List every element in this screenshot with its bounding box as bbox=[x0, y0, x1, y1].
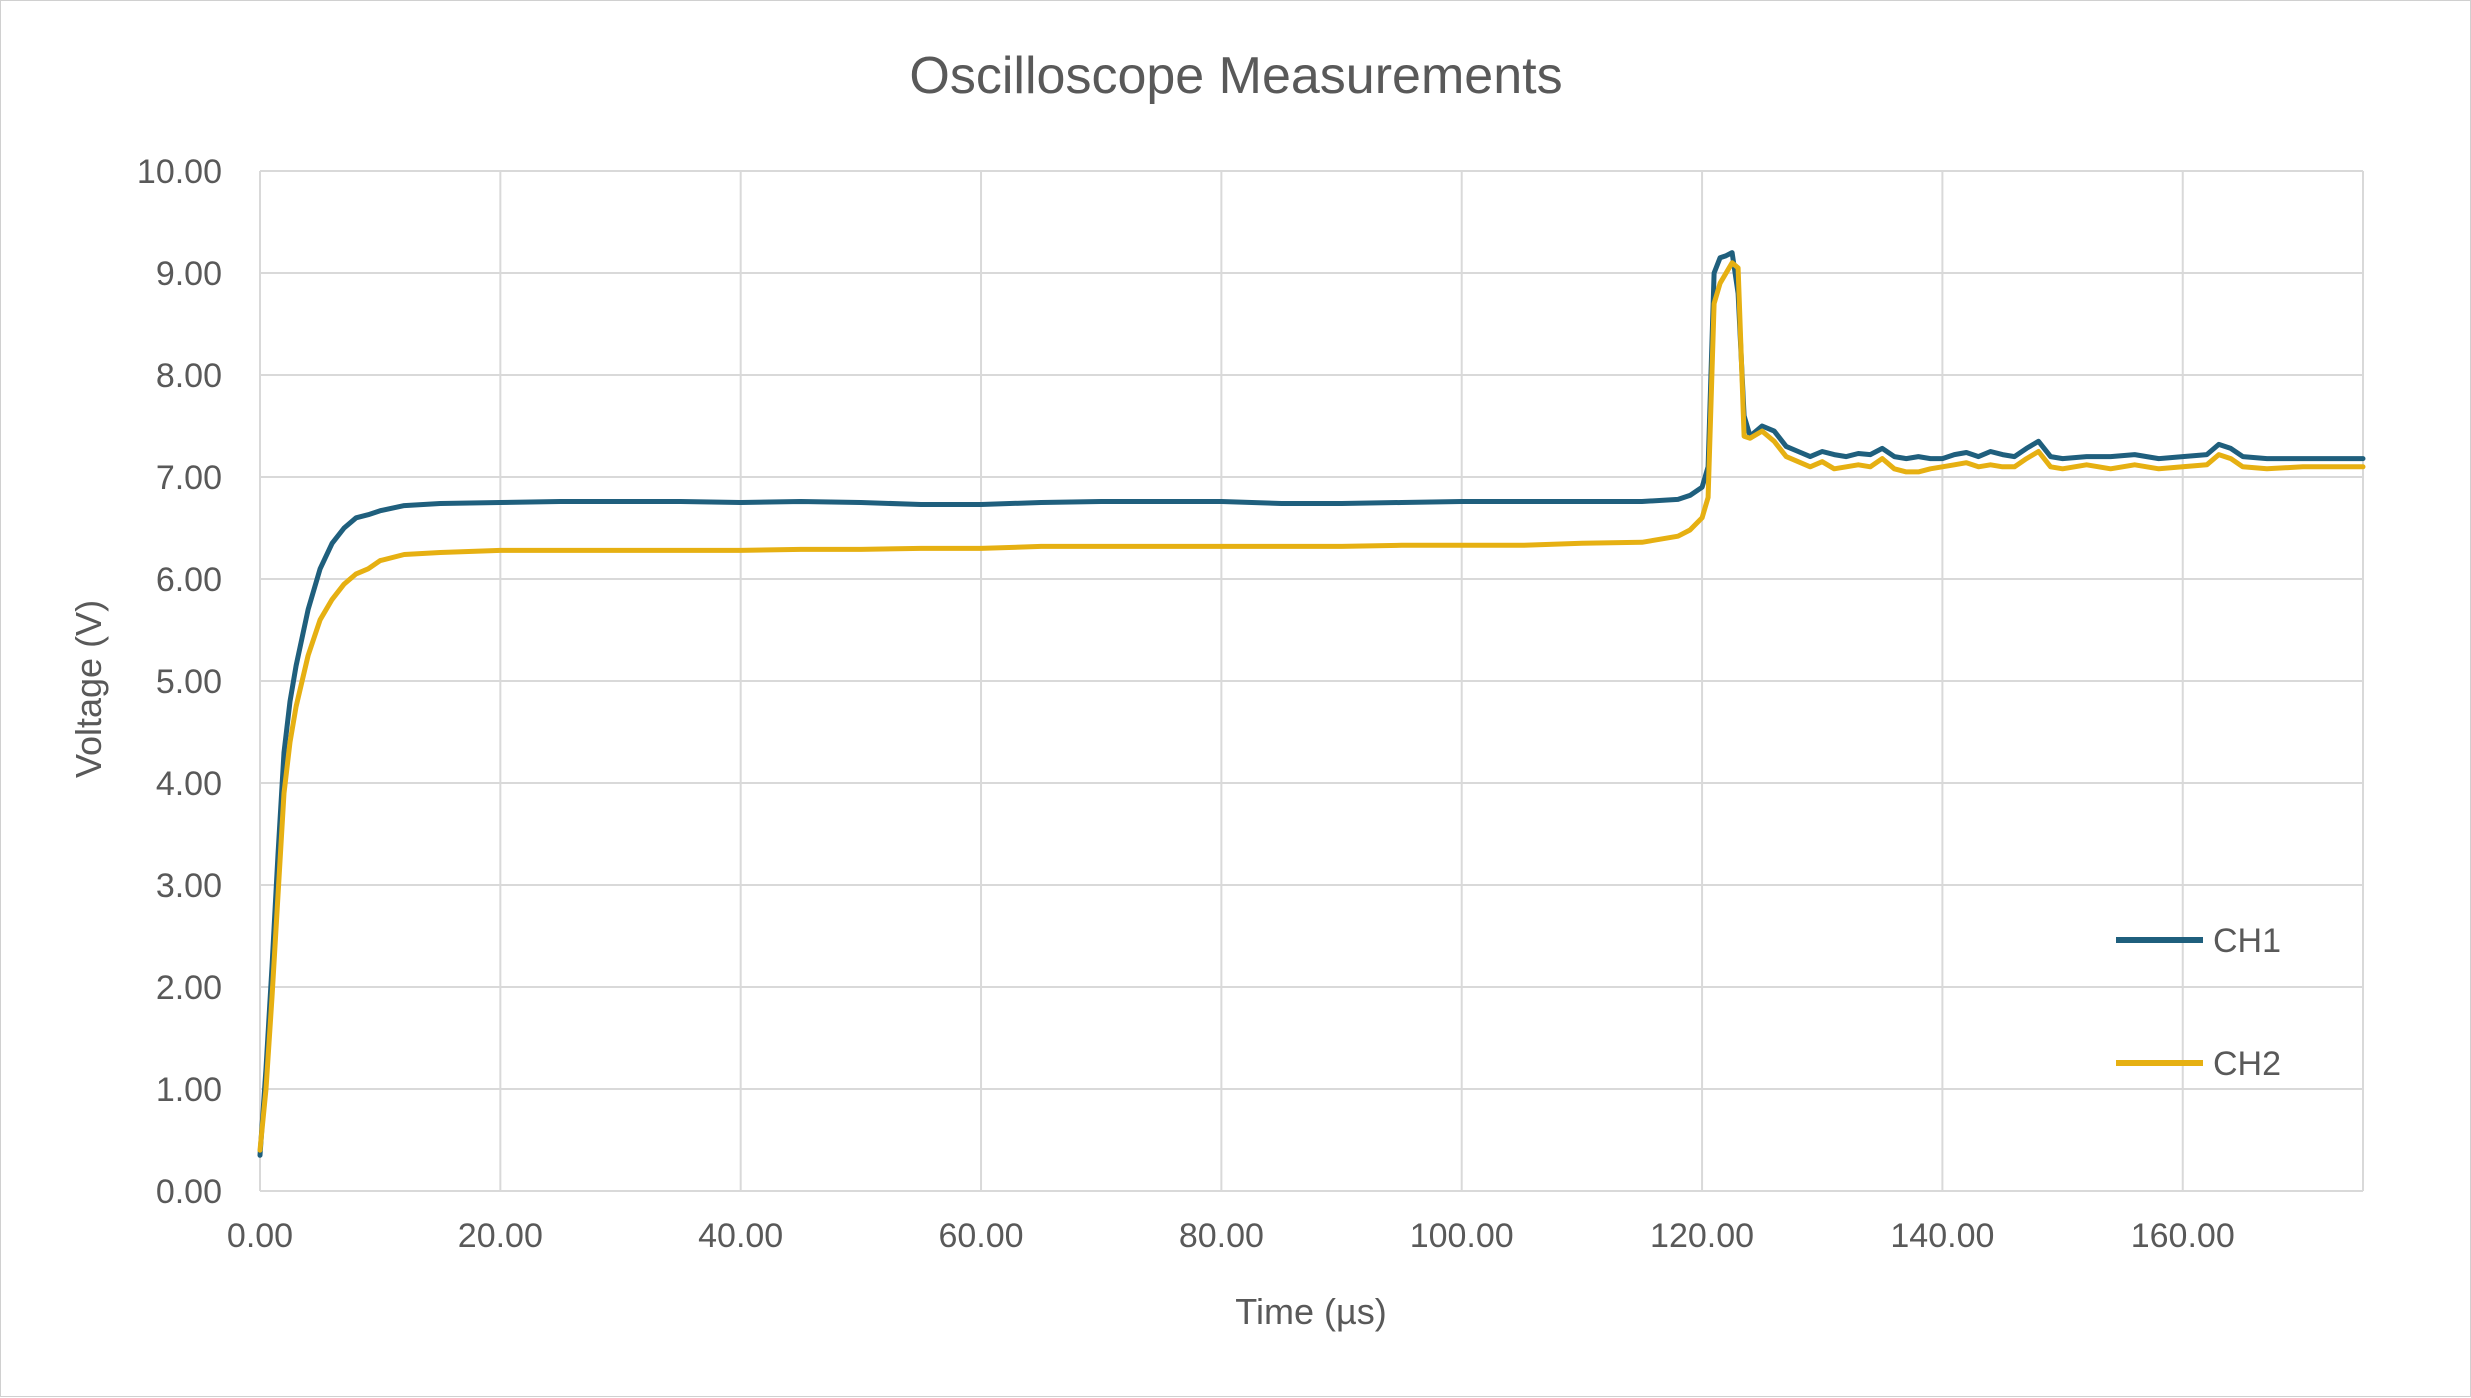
y-tick-label: 7.00 bbox=[156, 459, 222, 497]
series-line-ch2 bbox=[257, 260, 2366, 1153]
y-axis-ticks: 0.00 1.00 2.00 3.00 4.00 5.00 6.00 7.00 8.00 9.00… bbox=[137, 153, 222, 1211]
y-tick-label: 5.00 bbox=[156, 663, 222, 701]
y-tick-label: 4.00 bbox=[156, 765, 222, 803]
x-tick-label: 100.00 bbox=[1410, 1217, 1514, 1255]
x-tick-label: 120.00 bbox=[1650, 1217, 1754, 1255]
y-tick-label: 3.00 bbox=[156, 867, 222, 905]
y-tick-label: 2.00 bbox=[156, 969, 222, 1007]
gridlines bbox=[259, 170, 2364, 1192]
y-tick-label: 8.00 bbox=[156, 357, 222, 395]
x-tick-label: 0.00 bbox=[227, 1217, 293, 1255]
legend: CH1 CH2 bbox=[2116, 922, 2281, 1083]
legend-label-ch2: CH2 bbox=[2213, 1045, 2281, 1083]
x-axis-title: Time (µs) bbox=[1235, 1291, 1386, 1332]
series-lines bbox=[257, 250, 2366, 1158]
y-tick-label: 0.00 bbox=[156, 1173, 222, 1211]
chart-title: Oscilloscope Measurements bbox=[909, 47, 1562, 105]
x-tick-label: 20.00 bbox=[458, 1217, 543, 1255]
legend-label-ch1: CH1 bbox=[2213, 922, 2281, 960]
x-tick-label: 60.00 bbox=[938, 1217, 1023, 1255]
x-tick-label: 140.00 bbox=[1890, 1217, 1994, 1255]
y-tick-label: 1.00 bbox=[156, 1071, 222, 1109]
x-tick-label: 40.00 bbox=[698, 1217, 783, 1255]
series-line-ch1 bbox=[257, 250, 2366, 1158]
x-axis-ticks: 0.00 20.00 40.00 60.00 80.00 100.00 120.00 140.… bbox=[227, 1217, 2235, 1255]
y-tick-label: 10.00 bbox=[137, 153, 222, 191]
x-tick-label: 80.00 bbox=[1179, 1217, 1264, 1255]
y-axis-title: Voltage (V) bbox=[68, 600, 109, 778]
x-tick-label: 160.00 bbox=[2131, 1217, 2235, 1255]
y-tick-label: 6.00 bbox=[156, 561, 222, 599]
y-tick-label: 9.00 bbox=[156, 255, 222, 293]
